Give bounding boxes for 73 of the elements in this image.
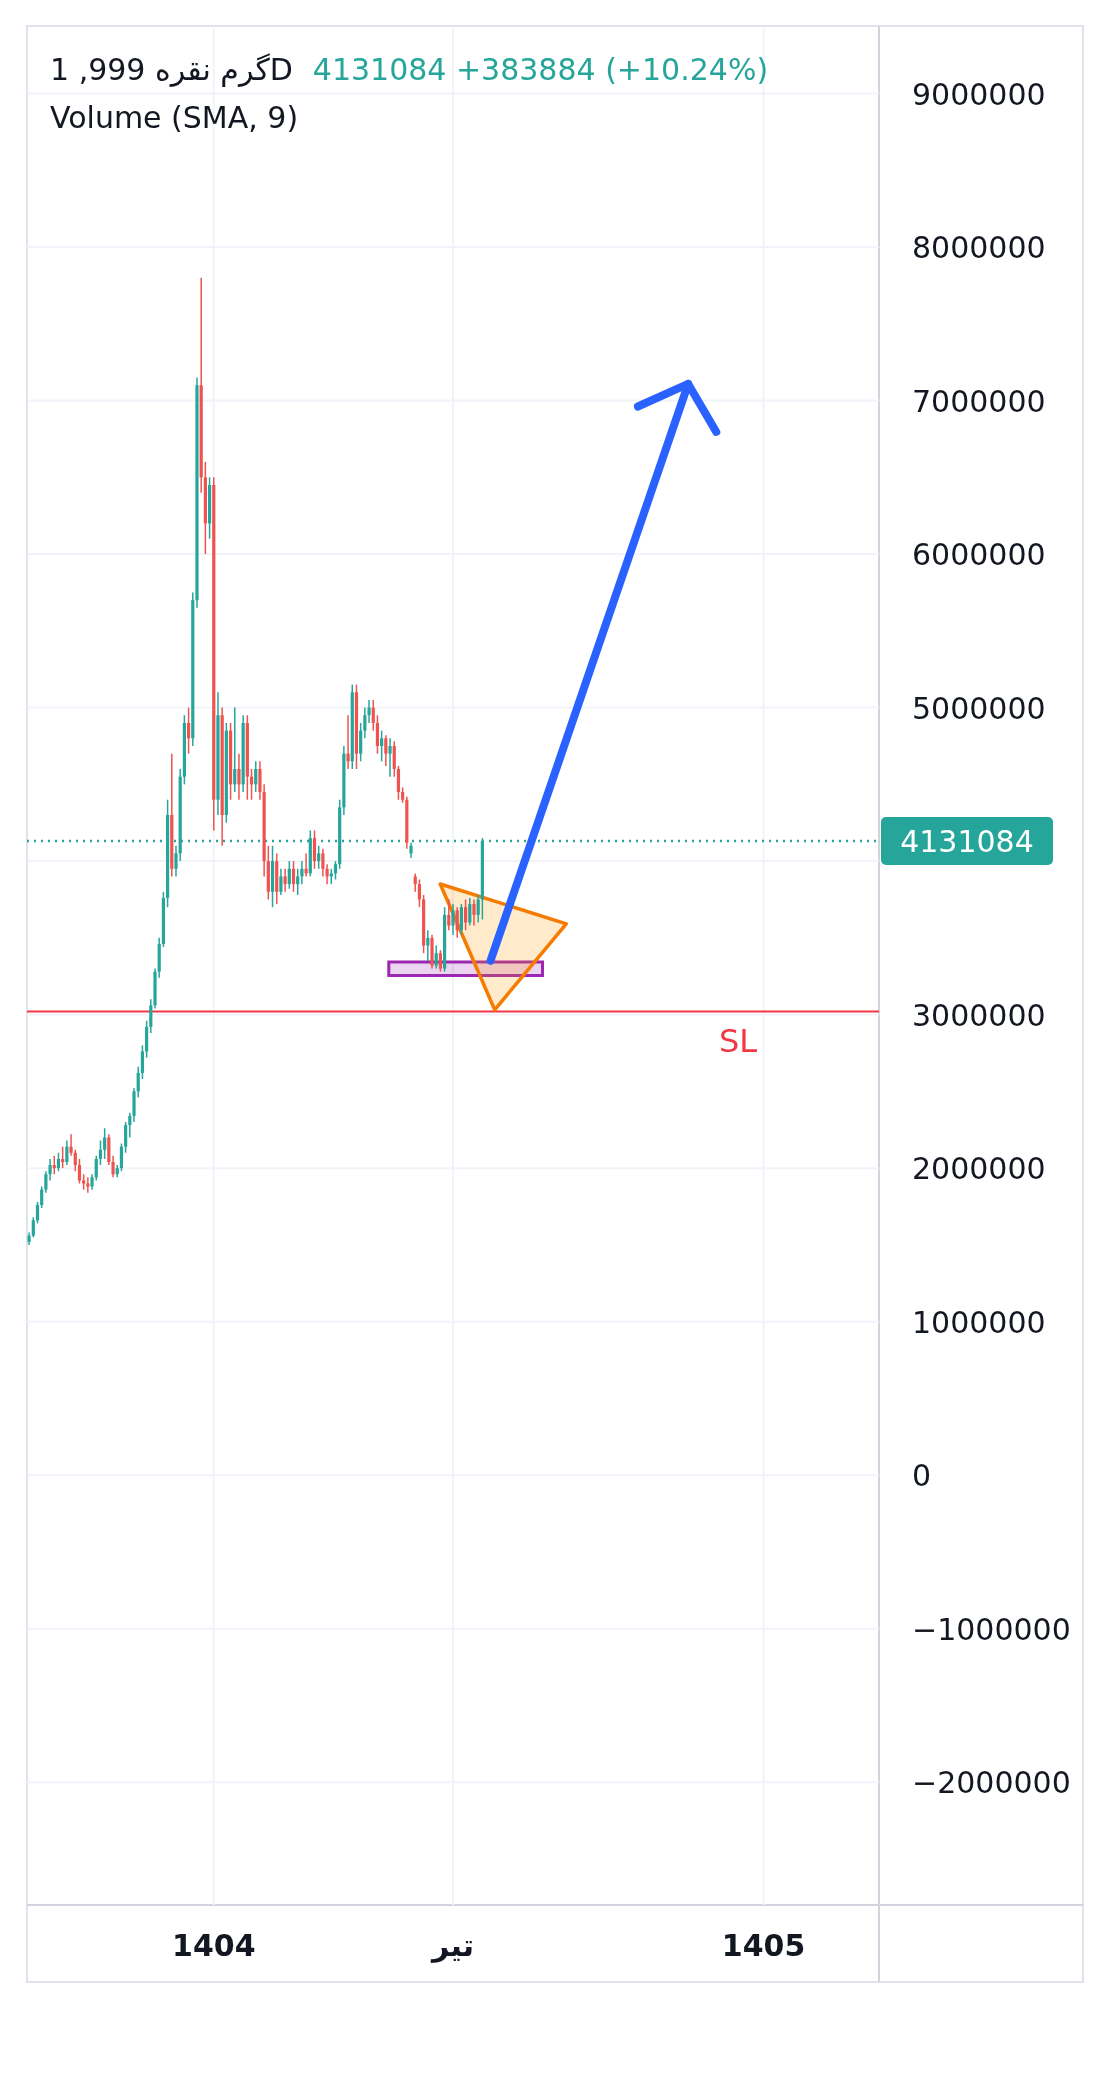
candlestick <box>35 1201 40 1225</box>
candlestick <box>296 868 300 896</box>
candlestick <box>73 1148 77 1172</box>
candlestick <box>86 1176 90 1194</box>
candlestick <box>237 752 241 801</box>
candlestick <box>451 903 455 936</box>
candlestick <box>359 722 363 763</box>
candlestick <box>40 1185 44 1209</box>
y-tick-label: −2000000 <box>912 1765 1071 1801</box>
candlestick <box>56 1152 61 1172</box>
x-tick-label: تیر <box>429 1928 475 1963</box>
x-tick-label: 1405 <box>721 1928 806 1963</box>
candlestick <box>119 1142 124 1172</box>
candlestick <box>459 903 463 936</box>
candlestick <box>388 737 392 778</box>
candlestick <box>300 860 304 885</box>
y-tick-label: 8000000 <box>912 230 1046 266</box>
y-tick-label: 2000000 <box>912 1151 1046 1187</box>
candlestick <box>426 929 430 962</box>
candlestick <box>333 860 338 881</box>
x-tick-label: 1404 <box>172 1928 256 1963</box>
candlestick <box>375 714 380 755</box>
candlestick <box>186 706 191 755</box>
candlestick <box>65 1139 69 1166</box>
candlestick <box>476 894 480 924</box>
candlestick <box>61 1145 65 1169</box>
text: Volume (SMA, 9) <box>50 100 299 135</box>
y-tick-label: 3000000 <box>912 997 1046 1033</box>
candlestick <box>124 1121 128 1154</box>
candlestick <box>396 765 401 801</box>
candlestick <box>463 898 468 931</box>
candlestick <box>140 1044 145 1080</box>
candlestick <box>380 729 384 763</box>
y-tick-label: 6000000 <box>912 537 1046 573</box>
candlestick <box>371 699 375 732</box>
candlestick <box>254 760 258 793</box>
candlestick <box>279 868 283 896</box>
candlestick <box>283 868 287 893</box>
candlestick <box>287 860 291 890</box>
ref-line-label: SL <box>718 1021 758 1060</box>
candlestick <box>233 706 237 793</box>
y-tick-label: 5000000 <box>912 690 1046 726</box>
candlestick <box>321 848 325 878</box>
y-tick-label: 9000000 <box>912 76 1046 112</box>
candlestick <box>98 1139 103 1166</box>
candlestick <box>447 898 451 931</box>
candlestick <box>438 949 443 973</box>
candlestick <box>472 898 476 927</box>
y-tick-label: −1000000 <box>912 1611 1071 1647</box>
y-tick-label: 0 <box>912 1458 932 1494</box>
candlestick <box>31 1216 35 1238</box>
y-tick-label: 7000000 <box>912 383 1046 419</box>
candlestick <box>413 872 417 893</box>
candlestick <box>363 706 367 740</box>
candlestick <box>384 734 388 767</box>
y-tick-label: 1000000 <box>912 1304 1046 1340</box>
candlestick <box>455 906 459 939</box>
candlestick <box>317 845 321 870</box>
text: گرم نقره 999, 1D <box>50 52 293 87</box>
candlestick <box>346 714 350 770</box>
ref-line-label: 4131084 <box>900 823 1034 859</box>
candlestick <box>392 740 396 778</box>
candlestick <box>94 1155 98 1182</box>
candlestick <box>77 1158 82 1185</box>
candlestick <box>291 860 296 893</box>
candlestick <box>69 1133 73 1157</box>
candlestick <box>312 829 317 870</box>
candlestick <box>103 1127 107 1160</box>
candlestick <box>417 878 422 908</box>
candlestick <box>52 1155 56 1176</box>
candlestick <box>434 944 438 970</box>
annotation: 4131084 +383884 (+10.24%) <box>312 52 769 87</box>
candlestick <box>468 897 472 927</box>
